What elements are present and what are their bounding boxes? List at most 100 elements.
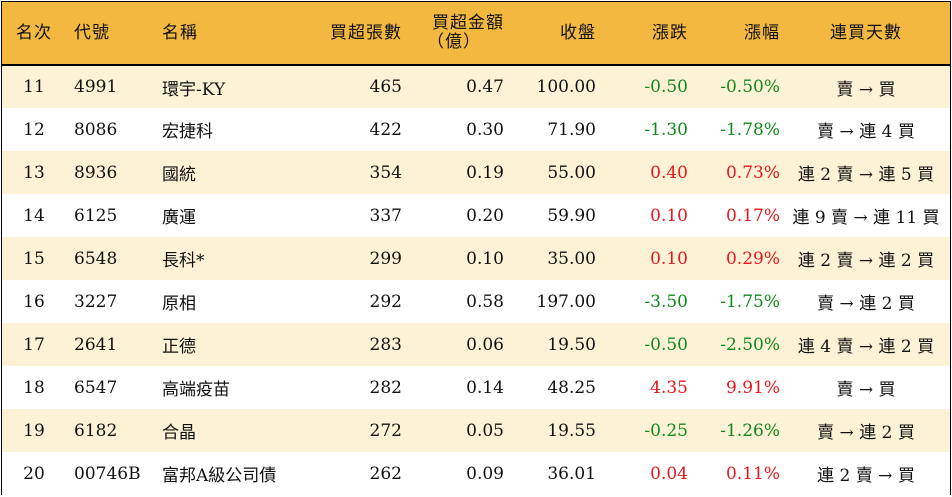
amount-cell: 0.30 xyxy=(466,119,504,140)
change-cell: -0.50 xyxy=(644,334,688,355)
name-cell: 高端疫苗 xyxy=(162,380,230,400)
change-cell: -0.25 xyxy=(644,420,688,441)
table-body: 11 4991 環宇-KY 465 0.47 100.00 -0.50 -0.50% 賣 → 買… xyxy=(2,65,950,495)
table-header: 名次 代號 名稱 買超張數 買超金額 （億） 收盤 漲跌 漲幅 連買天數 xyxy=(2,2,950,65)
change-cell: -3.50 xyxy=(644,291,688,312)
close-cell: 19.50 xyxy=(547,334,596,355)
change-pct-cell: 0.73% xyxy=(725,162,780,183)
change-cell: 0.10 xyxy=(650,205,688,226)
close-cell: 59.90 xyxy=(547,205,596,226)
amount-cell: 0.09 xyxy=(466,463,504,484)
close-cell: 19.55 xyxy=(547,420,596,441)
rank-cell: 17 xyxy=(23,334,45,355)
name-cell: 長科* xyxy=(162,251,205,271)
change-pct-cell: -1.26% xyxy=(720,420,780,441)
name-cell: 富邦A級公司債 xyxy=(162,466,277,486)
code-cell: 3227 xyxy=(74,291,118,312)
change-cell: -0.50 xyxy=(644,77,688,97)
table-row: 20 00746B 富邦A級公司債 262 0.09 36.01 0.04 0.11% 連 2 … xyxy=(2,452,950,495)
change-pct-cell: -1.78% xyxy=(720,119,780,140)
code-cell: 6547 xyxy=(74,377,118,398)
table-row: 12 8086 宏捷科 422 0.30 71.90 -1.30 -1.78% 賣 → 連 4 … xyxy=(2,108,950,151)
close-cell: 48.25 xyxy=(547,377,596,398)
change-pct-cell: 0.17% xyxy=(725,205,780,226)
header-amount-line2: （億） xyxy=(427,32,481,52)
header-row: 名次 代號 名稱 買超張數 買超金額 （億） 收盤 漲跌 漲幅 連買天數 xyxy=(2,2,950,65)
table-row: 19 6182 合晶 272 0.05 19.55 -0.25 -1.26% 賣 → 連 2 買 xyxy=(2,409,950,452)
code-cell: 4991 xyxy=(74,77,118,97)
volume-cell: 299 xyxy=(369,248,402,269)
volume-cell: 283 xyxy=(369,334,402,355)
table-row: 17 2641 正德 283 0.06 19.50 -0.50 -2.50% 連 4 賣 → 連… xyxy=(2,323,950,366)
code-cell: 2641 xyxy=(74,334,118,355)
amount-cell: 0.05 xyxy=(466,420,504,441)
name-cell: 國統 xyxy=(162,165,196,185)
name-cell: 宏捷科 xyxy=(162,122,213,142)
change-cell: 0.04 xyxy=(650,463,688,484)
rank-cell: 14 xyxy=(23,205,45,226)
rank-cell: 16 xyxy=(23,291,45,312)
days-cell: 連 4 賣 → 連 2 買 xyxy=(797,337,935,357)
header-code: 代號 xyxy=(74,22,110,43)
volume-cell: 422 xyxy=(369,119,402,140)
header-name: 名稱 xyxy=(162,22,198,43)
name-cell: 合晶 xyxy=(162,423,196,443)
volume-cell: 292 xyxy=(369,291,402,312)
rank-cell: 18 xyxy=(23,377,45,398)
code-cell: 6125 xyxy=(74,205,118,226)
amount-cell: 0.19 xyxy=(466,162,504,183)
rank-cell: 20 xyxy=(23,463,45,484)
change-pct-cell: -2.50% xyxy=(720,334,780,355)
header-close: 收盤 xyxy=(560,22,596,43)
days-cell: 賣 → 買 xyxy=(836,79,896,100)
volume-cell: 465 xyxy=(369,77,402,97)
change-cell: 0.40 xyxy=(650,162,688,183)
name-cell: 廣運 xyxy=(162,208,196,228)
days-cell: 賣 → 買 xyxy=(836,380,896,400)
change-pct-cell: -0.50% xyxy=(720,77,780,97)
name-cell: 原相 xyxy=(162,294,196,314)
volume-cell: 272 xyxy=(369,420,402,441)
days-cell: 連 2 賣 → 連 5 買 xyxy=(797,165,935,185)
rank-cell: 15 xyxy=(23,248,45,269)
change-pct-cell: -1.75% xyxy=(720,291,780,312)
table-row: 16 3227 原相 292 0.58 197.00 -3.50 -1.75% 賣 → 連 2 … xyxy=(2,280,950,323)
header-change: 漲跌 xyxy=(652,22,688,43)
header-amount: 買超金額 （億） xyxy=(404,2,506,65)
days-cell: 賣 → 連 4 買 xyxy=(817,122,915,142)
name-cell: 環宇-KY xyxy=(162,79,226,100)
close-cell: 55.00 xyxy=(547,162,596,183)
code-cell: 8936 xyxy=(74,162,118,183)
code-cell: 6182 xyxy=(74,420,118,441)
change-cell: 0.10 xyxy=(650,248,688,269)
days-cell: 賣 → 連 2 買 xyxy=(817,423,915,443)
code-cell: 8086 xyxy=(74,119,118,140)
change-pct-cell: 0.29% xyxy=(725,248,780,269)
volume-cell: 354 xyxy=(369,162,402,183)
change-pct-cell: 0.11% xyxy=(725,463,780,484)
header-days: 連買天數 xyxy=(830,22,902,43)
rank-cell: 19 xyxy=(23,420,45,441)
days-cell: 連 2 賣 → 買 xyxy=(817,466,915,486)
volume-cell: 262 xyxy=(369,463,402,484)
close-cell: 35.00 xyxy=(547,248,596,269)
amount-cell: 0.10 xyxy=(466,248,504,269)
header-rank: 名次 xyxy=(16,22,52,43)
change-pct-cell: 9.91% xyxy=(725,377,780,398)
code-cell: 00746B xyxy=(74,463,141,484)
rank-cell: 12 xyxy=(23,119,45,140)
amount-cell: 0.14 xyxy=(466,377,504,398)
close-cell: 36.01 xyxy=(547,463,596,484)
change-cell: -1.30 xyxy=(644,119,688,140)
days-cell: 連 9 賣 → 連 11 買 xyxy=(792,208,940,228)
amount-cell: 0.06 xyxy=(466,334,504,355)
table-row: 14 6125 廣運 337 0.20 59.90 0.10 0.17% 連 9 賣 → 連 1… xyxy=(2,194,950,237)
close-cell: 71.90 xyxy=(547,119,596,140)
volume-cell: 282 xyxy=(369,377,402,398)
rank-cell: 11 xyxy=(23,77,45,97)
header-amount-line1: 買超金額 xyxy=(432,13,504,33)
table-row: 13 8936 國統 354 0.19 55.00 0.40 0.73% 連 2 賣 → 連 5… xyxy=(2,151,950,194)
volume-cell: 337 xyxy=(369,205,402,226)
